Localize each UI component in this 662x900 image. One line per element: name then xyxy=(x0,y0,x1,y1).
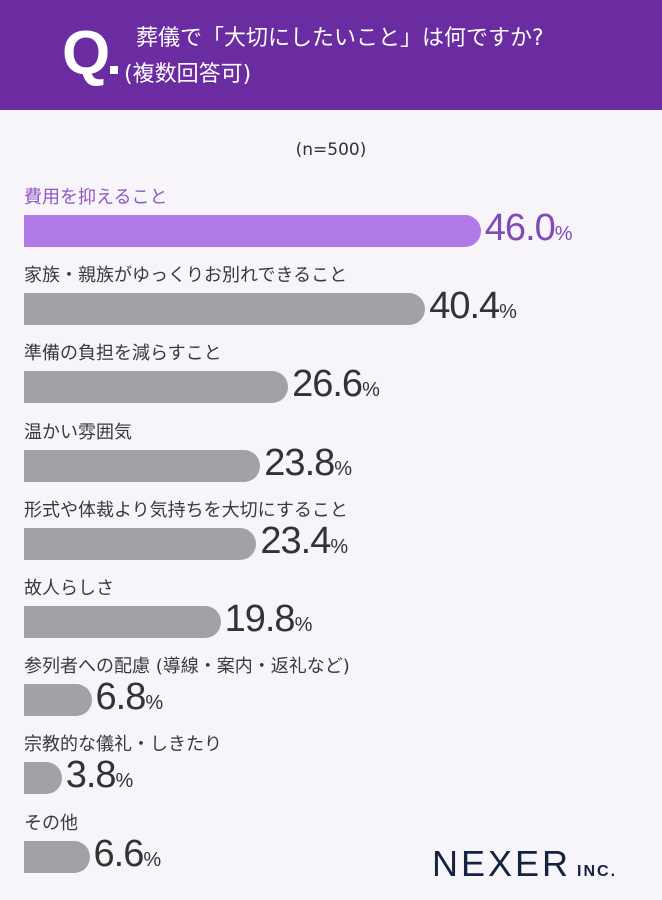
bar-line: 46.0% xyxy=(24,207,644,249)
question-header: Q 葬儀で「大切にしたいこと」は何ですか? (複数回答可) xyxy=(0,0,662,110)
bar-label: 準備の負担を減らすこと xyxy=(24,343,222,365)
bar-value: 19.8% xyxy=(224,598,313,640)
bar xyxy=(24,371,289,404)
chart-row: 温かい雰囲気 23.8% xyxy=(24,421,644,483)
bar-label: その他 xyxy=(24,812,78,834)
bar-value: 40.4% xyxy=(429,285,517,328)
bar-line: 26.6% xyxy=(24,363,644,406)
bar-label: 宗教的な儀礼・しきたり xyxy=(24,734,222,756)
question-text: 葬儀で「大切にしたいこと」は何ですか? xyxy=(136,26,544,51)
q-dot xyxy=(110,66,119,74)
bar xyxy=(24,606,221,638)
bar-label: 費用を抑えること xyxy=(24,187,168,208)
bar-value: 3.8% xyxy=(65,754,134,797)
bar-label: 形式や体裁より気持ちを大切にすること xyxy=(24,499,348,521)
chart-row: 参列者への配慮 (導線・案内・返礼など) 6.8% xyxy=(24,655,644,717)
bar xyxy=(24,840,90,873)
bar-line: 6.8% xyxy=(24,676,644,719)
bar-line: 40.4% xyxy=(24,285,644,328)
bar-line: 19.8% xyxy=(24,598,644,640)
bar xyxy=(24,684,92,717)
bar-label: 温かい雰囲気 xyxy=(24,421,132,443)
chart-row: 準備の負担を減らすこと 26.6% xyxy=(24,342,644,404)
chart-row: 費用を抑えること 46.0% xyxy=(24,186,644,248)
bar-line: 23.4% xyxy=(24,519,644,562)
bar-value: 6.6% xyxy=(93,832,162,875)
bar-value: 23.8% xyxy=(264,441,353,484)
chart-row: 形式や体裁より気持ちを大切にすること 23.4% xyxy=(24,499,644,561)
bar-value: 6.8% xyxy=(95,676,164,719)
bar-label: 故人らしさ xyxy=(24,578,114,599)
chart-row: 宗教的な儀礼・しきたり 3.8% xyxy=(24,733,644,795)
chart-row: 家族・親族がゆっくりお別れできること 40.4% xyxy=(24,264,644,326)
bar-line: 6.6% xyxy=(24,832,644,875)
bar-value: 23.4% xyxy=(260,519,349,562)
bar xyxy=(24,527,257,560)
bar-value: 46.0% xyxy=(484,207,573,249)
bar-line: 3.8% xyxy=(24,754,644,797)
bar-line: 23.8% xyxy=(24,441,644,484)
chart-row: 故人らしさ 19.8% xyxy=(24,577,644,639)
bar-value: 26.6% xyxy=(292,363,380,406)
bar xyxy=(24,215,481,247)
bar xyxy=(24,293,426,326)
bar-label: 参列者への配慮 (導線・案内・返礼など) xyxy=(24,656,350,678)
sample-size: (n=500) xyxy=(295,140,367,160)
nexer-logo: NEXER INC. xyxy=(432,843,618,884)
bar xyxy=(24,762,62,795)
q-mark: Q xyxy=(62,18,119,90)
chart-row: その他 6.6% xyxy=(24,812,644,874)
bar-label: 家族・親族がゆっくりお別れできること xyxy=(24,265,348,287)
bar xyxy=(24,449,261,482)
question-note: (複数回答可) xyxy=(124,62,252,87)
